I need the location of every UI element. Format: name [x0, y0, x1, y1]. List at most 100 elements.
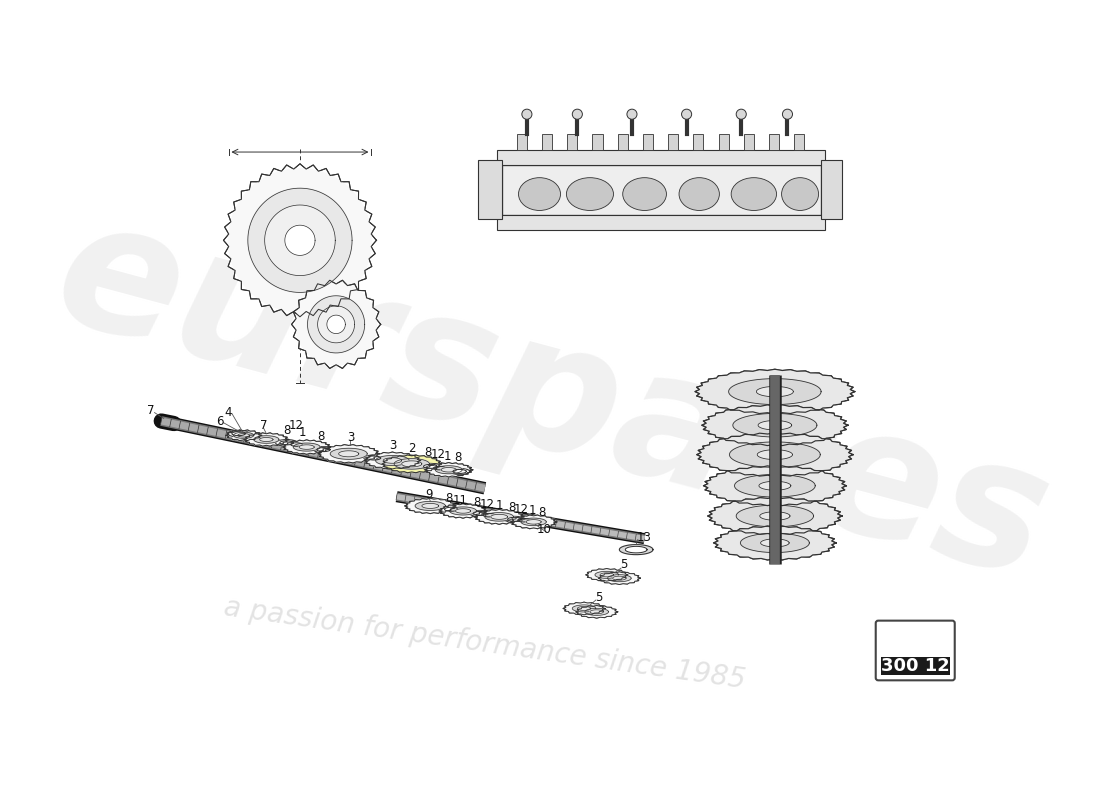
Polygon shape [385, 456, 439, 472]
Polygon shape [735, 474, 815, 497]
Polygon shape [700, 370, 850, 413]
Circle shape [572, 109, 582, 119]
Text: 1: 1 [299, 426, 306, 439]
Bar [593, 134, 603, 150]
Polygon shape [757, 386, 793, 397]
Polygon shape [625, 546, 647, 553]
Polygon shape [425, 462, 473, 477]
Polygon shape [733, 414, 817, 437]
Ellipse shape [566, 178, 614, 210]
Polygon shape [757, 450, 792, 459]
Circle shape [682, 109, 692, 119]
Polygon shape [473, 511, 486, 515]
Ellipse shape [679, 178, 719, 210]
Text: 11: 11 [453, 494, 468, 506]
Polygon shape [695, 370, 855, 414]
Polygon shape [514, 516, 553, 528]
Polygon shape [729, 442, 821, 467]
Polygon shape [294, 443, 320, 451]
Ellipse shape [623, 178, 667, 210]
Polygon shape [760, 539, 789, 547]
Circle shape [521, 109, 532, 119]
Polygon shape [444, 507, 458, 511]
Polygon shape [318, 445, 380, 463]
Polygon shape [238, 434, 250, 437]
Polygon shape [740, 534, 810, 553]
Polygon shape [707, 467, 843, 505]
Polygon shape [248, 188, 352, 293]
Polygon shape [226, 430, 262, 441]
Polygon shape [260, 438, 273, 442]
Polygon shape [703, 466, 846, 506]
Polygon shape [229, 430, 258, 440]
Polygon shape [453, 470, 466, 474]
Polygon shape [223, 164, 376, 317]
Polygon shape [421, 503, 439, 509]
Text: eurspares: eurspares [39, 183, 1066, 617]
Polygon shape [321, 446, 376, 462]
Polygon shape [428, 463, 470, 476]
Polygon shape [276, 439, 297, 446]
Text: 6: 6 [217, 414, 224, 427]
Polygon shape [367, 453, 418, 468]
Bar [478, 161, 502, 219]
Polygon shape [450, 507, 476, 515]
Ellipse shape [732, 178, 777, 210]
Polygon shape [314, 446, 333, 453]
Text: 8: 8 [424, 446, 431, 458]
Polygon shape [436, 466, 462, 474]
Bar [568, 134, 578, 150]
Polygon shape [296, 284, 376, 365]
Polygon shape [579, 606, 615, 618]
Polygon shape [728, 378, 821, 405]
Polygon shape [433, 466, 446, 470]
Polygon shape [407, 499, 453, 513]
Bar [517, 134, 527, 150]
Bar [794, 134, 804, 150]
Polygon shape [485, 513, 514, 521]
Polygon shape [441, 467, 456, 472]
Polygon shape [758, 421, 792, 430]
Polygon shape [439, 504, 487, 518]
Polygon shape [415, 502, 446, 510]
Polygon shape [474, 510, 524, 524]
Polygon shape [308, 296, 365, 353]
Bar [744, 134, 754, 150]
Polygon shape [600, 573, 614, 577]
Bar [668, 134, 679, 150]
Polygon shape [330, 448, 367, 459]
Polygon shape [706, 406, 844, 445]
Polygon shape [286, 441, 328, 454]
Text: 5: 5 [620, 558, 627, 571]
Polygon shape [510, 515, 557, 529]
Polygon shape [424, 464, 437, 469]
Bar [881, 657, 949, 675]
Text: 8: 8 [508, 501, 516, 514]
Polygon shape [613, 576, 626, 580]
Polygon shape [290, 442, 303, 446]
Polygon shape [254, 436, 279, 443]
Text: 8: 8 [446, 492, 452, 505]
Polygon shape [759, 482, 791, 490]
Polygon shape [317, 447, 330, 452]
Text: 5: 5 [595, 591, 602, 604]
Polygon shape [701, 434, 849, 475]
Ellipse shape [518, 178, 561, 210]
Polygon shape [405, 498, 455, 514]
Bar [693, 134, 703, 150]
Text: 3: 3 [388, 439, 396, 452]
Polygon shape [430, 466, 449, 471]
Circle shape [782, 109, 792, 119]
Polygon shape [375, 455, 409, 466]
Polygon shape [712, 498, 838, 534]
Text: 4: 4 [224, 406, 232, 419]
Polygon shape [450, 469, 470, 474]
Polygon shape [585, 608, 608, 615]
Polygon shape [279, 441, 294, 445]
Polygon shape [420, 463, 440, 470]
Polygon shape [364, 455, 384, 461]
Bar [718, 134, 728, 150]
Circle shape [627, 109, 637, 119]
Polygon shape [339, 450, 359, 457]
Text: 3: 3 [346, 431, 354, 444]
